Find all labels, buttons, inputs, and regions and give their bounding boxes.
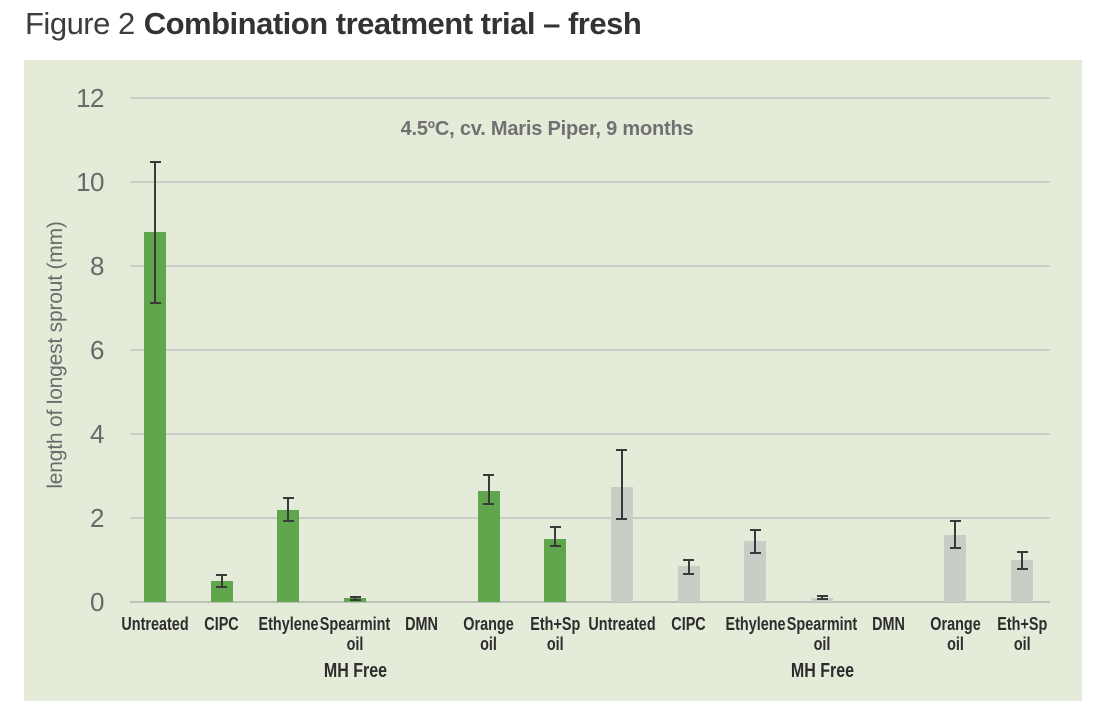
error-bar-line [1021,553,1024,569]
x-tick-label-text: Ethylene [725,614,786,634]
error-bar [349,596,361,601]
chart-panel: 4.5ºC, cv. Maris Piper, 9 months length … [24,60,1082,701]
x-tick-label: Ethylene [233,614,343,634]
error-bar [282,497,294,523]
y-tick-label: 4 [90,419,104,449]
error-bar-line [754,530,757,552]
error-bar [816,594,828,601]
y-tick-label: 8 [90,251,104,281]
x-tick-label: DMN [834,614,944,634]
x-tick-label-text: DMN [872,614,906,634]
x-tick-label-text: CIPC [204,614,239,634]
error-bar-line [487,475,490,504]
error-bar-line [220,576,223,586]
x-axis-line [130,601,1050,603]
figure-number-label: Figure 2 [25,6,135,41]
y-tick-label: 6 [90,335,104,365]
error-bar-line [354,598,357,599]
error-bar [749,528,761,554]
y-tick-label: 10 [76,167,104,197]
figure-title: Figure 2 Combination treatment trial – fr… [25,6,642,42]
bar [610,486,633,602]
x-tick-label: Orange oil [900,614,1010,654]
chart-subtitle: 4.5ºC, cv. Maris Piper, 9 months [400,118,694,140]
group-label-text: MH Free [323,660,387,682]
x-tick-label: Untreated [567,614,677,634]
x-tick-label: Eth+Sp oil [967,614,1077,654]
gridline [130,433,1050,435]
x-tick-label-text: Eth+Sp oil [530,614,581,654]
plot-area: 0 2 4 6 8 10 12 Untreated CIPC Ethylene Spearmint o… [24,60,1082,701]
error-bar-line [954,522,957,548]
gridline [130,265,1050,267]
x-tick-label: CIPC [634,614,744,634]
bar [677,566,700,602]
error-bar-line [620,450,623,519]
x-tick-label-text: Untreated [588,614,656,634]
bar [944,534,967,602]
bar [744,541,767,602]
gridline [130,181,1050,183]
gridline [130,349,1050,351]
x-tick-label: CIPC [167,614,277,634]
group-label: MH Free [752,660,892,683]
group-label: MH Free [285,660,425,683]
x-tick-label-text: Orange oil [930,614,981,654]
y-tick-label: 2 [90,503,104,533]
x-tick-label-text: CIPC [671,614,706,634]
error-bar [683,558,695,575]
x-tick-label-text: Orange oil [463,614,514,654]
error-bar-line [154,163,156,302]
error-bar [483,473,494,506]
error-bar-line [554,528,557,546]
x-tick-label-text: DMN [405,614,439,634]
x-tick-label: Orange oil [434,614,544,654]
gridline [130,517,1050,519]
error-bar [549,526,561,548]
x-tick-label-text: Eth+Sp oil [997,614,1048,654]
error-bar [149,161,161,304]
x-tick-label: DMN [367,614,477,634]
group-label-text: MH Free [790,660,854,682]
error-bar [216,574,228,588]
x-tick-label: Spearmint oil [767,614,877,654]
x-tick-label-text: Spearmint oil [319,614,391,654]
bar [544,539,567,602]
error-bar-line [287,499,290,521]
x-tick-label-text: Spearmint oil [786,614,858,654]
x-tick-label: Eth+Sp oil [500,614,610,654]
gridline [130,97,1050,99]
bar [144,232,166,602]
error-bar [949,520,961,550]
error-bar-line [687,560,690,573]
bar [277,509,300,602]
error-bar-line [821,596,823,599]
x-tick-label: Ethylene [700,614,810,634]
x-tick-label-text: Ethylene [258,614,319,634]
x-tick-label-text: Untreated [121,614,189,634]
error-bar [1016,551,1028,571]
figure-title-text: Combination treatment trial – fresh [143,6,642,41]
x-tick-label: Untreated [100,614,210,634]
bar [1011,560,1034,602]
bar [477,490,500,602]
x-tick-label: Spearmint oil [300,614,410,654]
y-tick-label: 0 [90,587,104,617]
error-bar [616,448,628,521]
y-tick-label: 12 [76,83,104,113]
